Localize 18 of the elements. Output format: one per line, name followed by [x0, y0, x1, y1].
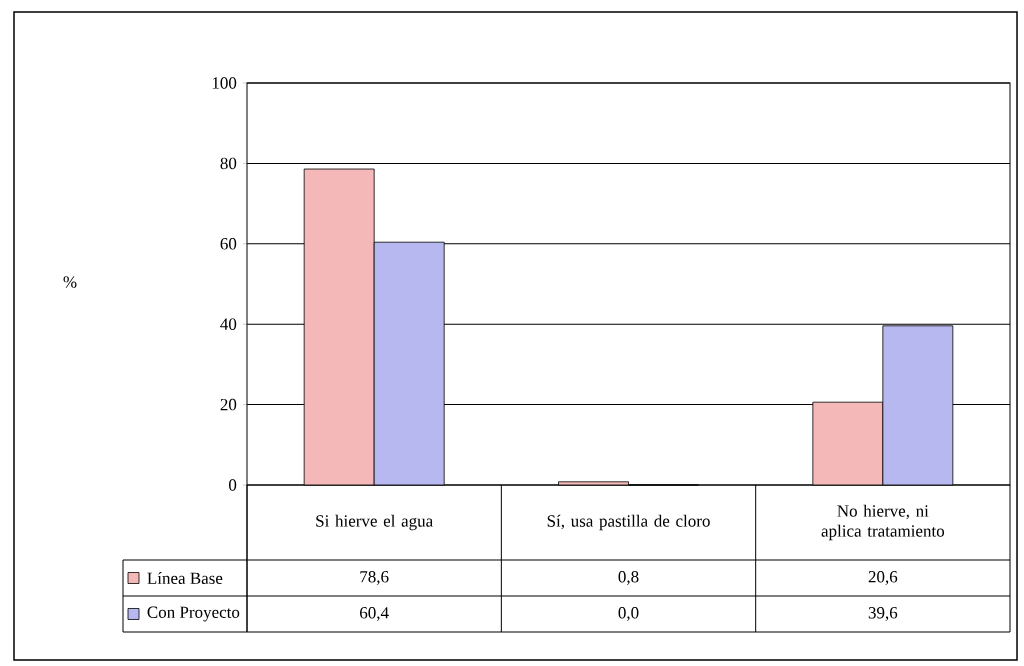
- x-tick-label: No hierve, ni aplica tratamiento: [821, 504, 945, 541]
- data-label: 0,0: [618, 607, 639, 621]
- legend-label: Con Proyecto: [147, 606, 240, 622]
- data-label: 20,6: [868, 571, 898, 585]
- data-label: 39,6: [868, 607, 898, 621]
- y-tick-label: 40: [220, 318, 237, 330]
- y-tick-label: 80: [220, 157, 237, 170]
- x-tick-label: Sí, usa pastilla de cloro: [547, 514, 710, 531]
- x-tick-label: Si hierve el agua: [316, 514, 433, 531]
- data-label: 78,6: [360, 571, 389, 585]
- y-tick-label: 60: [220, 238, 237, 250]
- y-tick-label: 20: [220, 398, 237, 411]
- legend-label: Línea Base: [147, 572, 223, 584]
- data-label: 60,4: [360, 607, 389, 621]
- y-tick-label: 0: [229, 479, 237, 491]
- y-tick-label: 100: [212, 77, 237, 89]
- text: %: [63, 276, 77, 288]
- data-label: 0,8: [618, 571, 639, 585]
